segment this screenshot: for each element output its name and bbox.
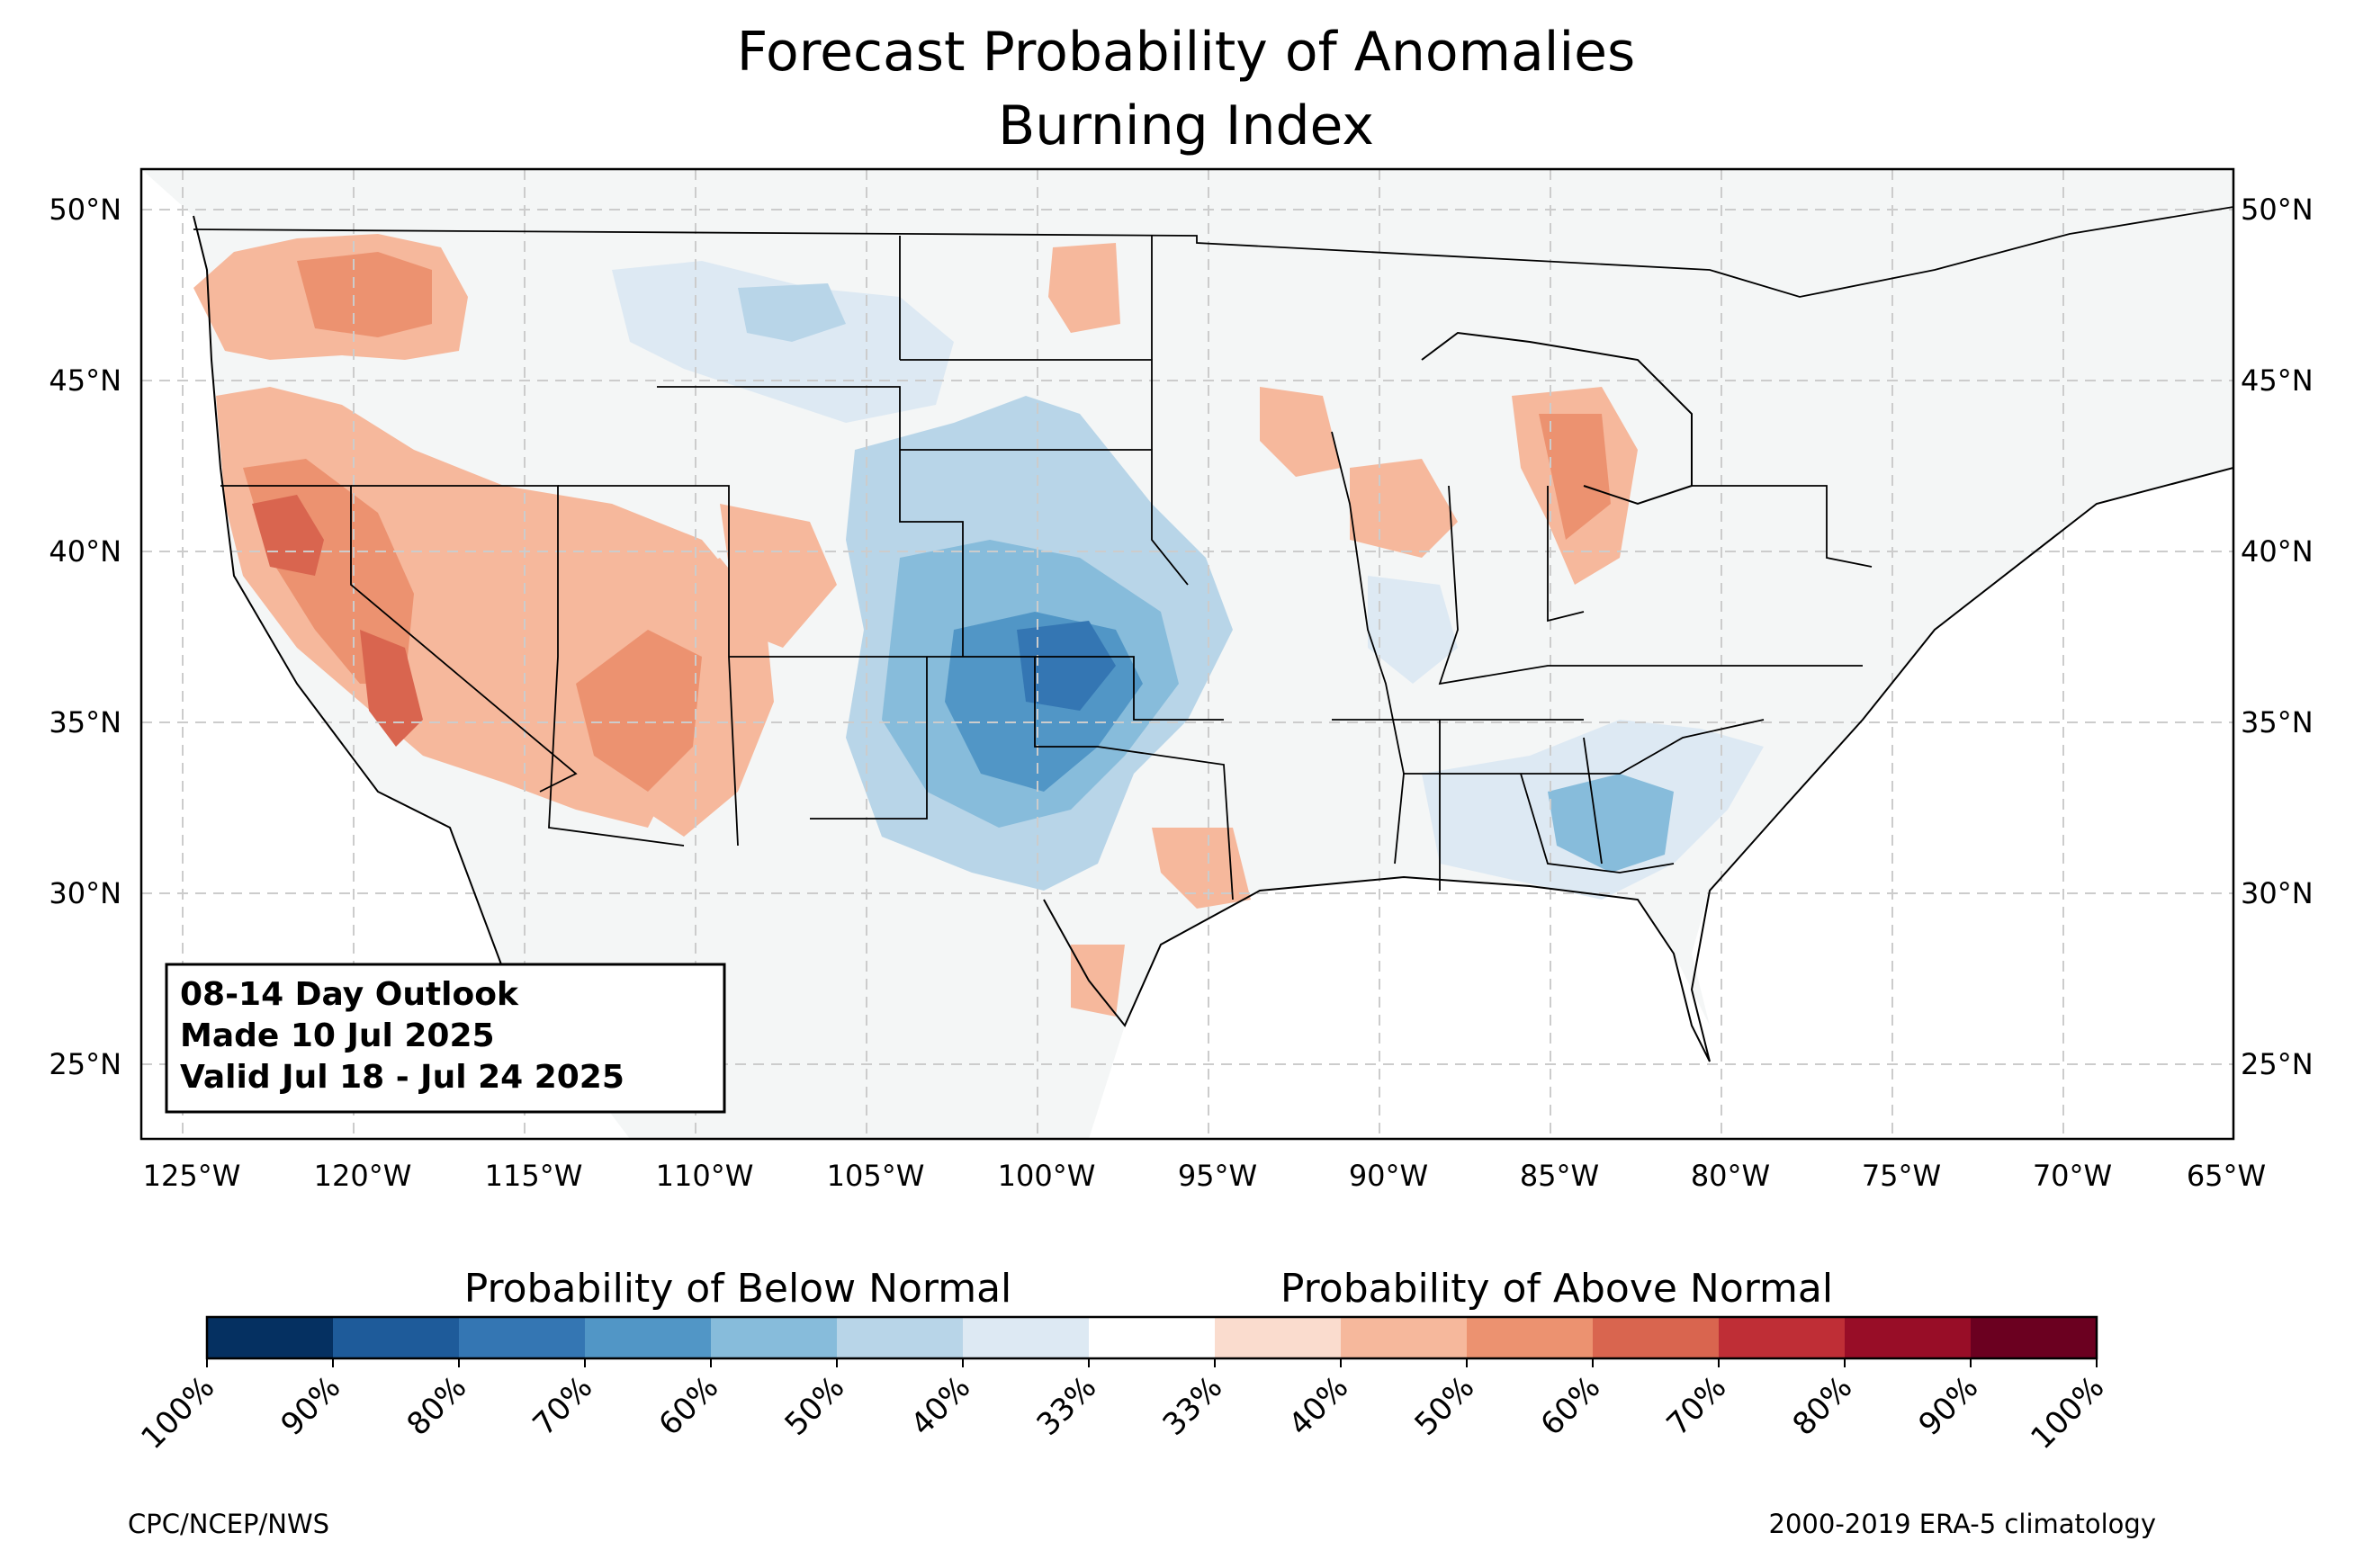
colorbar-tick-label: 90% xyxy=(1912,1369,1986,1443)
lon-label: 85°W xyxy=(1520,1159,1599,1193)
above-normal-michigan-core xyxy=(1539,414,1611,540)
above-normal-great-lakes xyxy=(1260,387,1341,477)
colorbar-ticks: 100% 90% 80% 70% 60% 50% 40% 33% 33% 40% 50% 60% 70%… xyxy=(134,1358,2111,1456)
colorbar-below-label: Probability of Below Normal xyxy=(464,1266,1012,1312)
map-title-line2: Burning Index xyxy=(998,94,1374,157)
above-normal-north-dakota xyxy=(1048,243,1120,333)
lon-labels: 125°W 120°W 115°W 110°W 105°W 100°W 95°W… xyxy=(143,1159,2267,1193)
lat-labels-right: 25°N 30°N 35°N 40°N 45°N 50°N xyxy=(2241,193,2314,1081)
gulf-of-mexico xyxy=(765,877,1764,1139)
colorbar-tick-label: 100% xyxy=(134,1369,221,1456)
lat-label: 40°N xyxy=(2241,534,2314,569)
lat-label: 40°N xyxy=(49,534,121,569)
colorbar-tick-label: 70% xyxy=(526,1369,600,1443)
atlantic-ocean xyxy=(1692,468,2233,1139)
colorbar-cell xyxy=(963,1317,1090,1358)
above-normal-wisconsin xyxy=(1350,459,1458,558)
colorbar-tick-label: 60% xyxy=(1534,1369,1608,1443)
colorbar-tick-label: 100% xyxy=(2024,1369,2111,1456)
colorbar-frame xyxy=(205,1315,2098,1360)
colorbar-cell xyxy=(333,1317,460,1358)
colorbar-cell xyxy=(585,1317,712,1358)
colorbar-tick-label: 80% xyxy=(1786,1369,1860,1443)
lon-label: 100°W xyxy=(998,1159,1096,1193)
colorbar-tick-label: 50% xyxy=(1408,1369,1482,1443)
outlook-box: 08-14 Day Outlook Made 10 Jul 2025 Valid… xyxy=(165,963,726,1114)
below-normal-mississippi xyxy=(1368,576,1458,684)
colorbar-cell xyxy=(1089,1317,1216,1358)
colorbar-cell xyxy=(1719,1317,1846,1358)
colorbar-cell xyxy=(837,1317,964,1358)
colorbar-tick-label: 40% xyxy=(904,1369,978,1443)
colorbar-cell xyxy=(1845,1317,1972,1358)
colorbar-tick-label: 60% xyxy=(652,1369,726,1443)
lon-label: 65°W xyxy=(2187,1159,2266,1193)
colorbar-cell xyxy=(207,1317,334,1358)
above-normal-west-core3 xyxy=(360,630,423,747)
colorbar-cell xyxy=(1467,1317,1594,1358)
lon-label: 125°W xyxy=(143,1159,241,1193)
source-label: CPC/NCEP/NWS xyxy=(128,1509,330,1539)
outlook-line1: 08-14 Day Outlook xyxy=(180,976,519,1013)
colorbar-cell xyxy=(1971,1317,2098,1358)
pacific-ocean xyxy=(141,169,630,1139)
lat-label: 45°N xyxy=(2241,363,2314,398)
lat-labels-left: 25°N 30°N 35°N 40°N 45°N 50°N xyxy=(49,193,121,1081)
coastlines xyxy=(193,215,2233,1080)
probability-overlays xyxy=(141,169,2233,1139)
colorbar-cell xyxy=(1593,1317,1720,1358)
colorbar-cell xyxy=(1341,1317,1468,1358)
outlook-line2: Made 10 Jul 2025 xyxy=(180,1017,495,1054)
colorbar xyxy=(207,1317,2098,1358)
above-normal-northwest-core xyxy=(297,252,432,337)
colorbar-cell xyxy=(711,1317,838,1358)
above-normal-southwest-core xyxy=(576,630,702,792)
colorbar-cell xyxy=(459,1317,586,1358)
lon-label: 75°W xyxy=(1862,1159,1941,1193)
above-normal-west-core2 xyxy=(252,495,324,576)
state-boundaries xyxy=(193,206,2233,900)
lon-label: 90°W xyxy=(1349,1159,1428,1193)
lat-label: 25°N xyxy=(2241,1047,2314,1081)
colorbar-tick-label: 40% xyxy=(1282,1369,1356,1443)
lat-label: 25°N xyxy=(49,1047,121,1081)
lon-label: 105°W xyxy=(827,1159,925,1193)
lon-label: 115°W xyxy=(485,1159,583,1193)
below-normal-georgia xyxy=(1548,774,1674,873)
lat-label: 35°N xyxy=(2241,705,2314,739)
lat-label: 30°N xyxy=(49,876,121,910)
lat-label: 35°N xyxy=(49,705,121,739)
colorbar-cell xyxy=(1215,1317,1342,1358)
map-frame xyxy=(139,167,2235,1141)
lon-label: 70°W xyxy=(2033,1159,2112,1193)
colorbar-tick-label: 33% xyxy=(1156,1369,1230,1443)
colorbar-tick-label: 33% xyxy=(1030,1369,1104,1443)
lon-label: 80°W xyxy=(1691,1159,1770,1193)
lon-label: 120°W xyxy=(314,1159,412,1193)
outlook-line3: Valid Jul 18 - Jul 24 2025 xyxy=(180,1059,624,1096)
above-normal-four-corners xyxy=(720,504,837,648)
lon-label: 110°W xyxy=(656,1159,754,1193)
below-normal-montana xyxy=(738,283,846,342)
colorbar-tick-label: 90% xyxy=(274,1369,348,1443)
lat-label: 50°N xyxy=(49,193,121,227)
lat-label: 45°N xyxy=(49,363,121,398)
lat-label: 30°N xyxy=(2241,876,2314,910)
lon-label: 95°W xyxy=(1178,1159,1257,1193)
colorbar-tick-label: 80% xyxy=(400,1369,474,1443)
below-normal-plains-deep xyxy=(1017,621,1116,711)
below-normal-northern-plains xyxy=(612,261,954,423)
above-normal-texas xyxy=(1152,828,1251,909)
lat-label: 50°N xyxy=(2241,193,2314,227)
colorbar-tick-label: 50% xyxy=(778,1369,852,1443)
colorbar-above-label: Probability of Above Normal xyxy=(1280,1266,1833,1312)
climatology-label: 2000-2019 ERA-5 climatology xyxy=(1768,1509,2156,1539)
above-normal-south-texas xyxy=(1071,945,1125,1017)
map-title-line1: Forecast Probability of Anomalies xyxy=(736,21,1636,84)
colorbar-tick-label: 70% xyxy=(1660,1369,1734,1443)
